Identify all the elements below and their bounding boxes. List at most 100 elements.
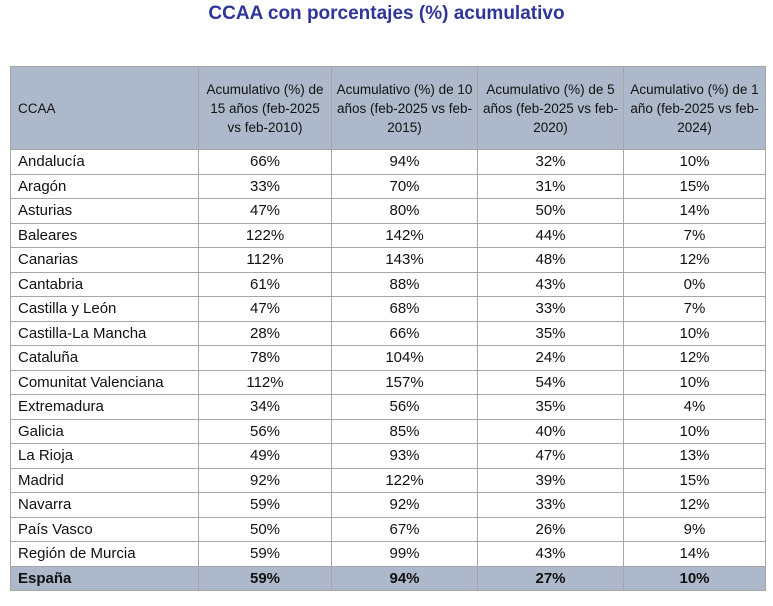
value-cell: 12% <box>623 492 766 518</box>
table-row: La Rioja 49% 93% 47% 13% <box>10 443 766 469</box>
value-cell: 10% <box>623 149 766 175</box>
value-cell: 112% <box>198 369 332 395</box>
value-cell: 99% <box>331 541 478 567</box>
region-cell: Comunitat Valenciana <box>10 369 199 395</box>
value-cell: 34% <box>198 394 332 420</box>
table-row: Extremadura 34% 56% 35% 4% <box>10 394 766 420</box>
value-cell: 68% <box>331 296 478 322</box>
value-cell: 47% <box>477 443 624 469</box>
region-cell: Aragón <box>10 173 199 199</box>
value-cell: 43% <box>477 541 624 567</box>
table-row: Castilla y León 47% 68% 33% 7% <box>10 296 766 322</box>
region-cell: Baleares <box>10 222 199 248</box>
region-cell: Galicia <box>10 418 199 444</box>
value-cell: 15% <box>623 467 766 493</box>
value-cell: 39% <box>477 467 624 493</box>
value-cell: 47% <box>198 296 332 322</box>
value-cell: 40% <box>477 418 624 444</box>
value-cell: 78% <box>198 345 332 371</box>
column-header: Acumulativo (%) de 1 año (feb-2025 vs fe… <box>623 66 766 150</box>
table-row: Navarra 59% 92% 33% 12% <box>10 492 766 518</box>
value-cell: 92% <box>331 492 478 518</box>
table-row: Andalucía 66% 94% 32% 10% <box>10 149 766 175</box>
value-cell: 35% <box>477 394 624 420</box>
value-cell: 94% <box>331 565 478 591</box>
value-cell: 56% <box>331 394 478 420</box>
value-cell: 85% <box>331 418 478 444</box>
value-cell: 10% <box>623 320 766 346</box>
region-cell: Madrid <box>10 467 199 493</box>
value-cell: 66% <box>198 149 332 175</box>
value-cell: 59% <box>198 565 332 591</box>
region-cell: Asturias <box>10 198 199 224</box>
value-cell: 47% <box>198 198 332 224</box>
header-row: CCAA Acumulativo (%) de 15 años (feb-2025… <box>10 66 766 150</box>
value-cell: 93% <box>331 443 478 469</box>
table-row: Galicia 56% 85% 40% 10% <box>10 418 766 444</box>
value-cell: 13% <box>623 443 766 469</box>
value-cell: 24% <box>477 345 624 371</box>
value-cell: 88% <box>331 271 478 297</box>
column-header: CCAA <box>10 66 199 150</box>
value-cell: 122% <box>198 222 332 248</box>
value-cell: 56% <box>198 418 332 444</box>
region-cell: España <box>10 565 199 591</box>
page-title: CCAA con porcentajes (%) acumulativo <box>208 3 565 24</box>
value-cell: 66% <box>331 320 478 346</box>
region-cell: Andalucía <box>10 149 199 175</box>
region-cell: La Rioja <box>10 443 199 469</box>
value-cell: 4% <box>623 394 766 420</box>
table-row: Baleares 122% 142% 44% 7% <box>10 222 766 248</box>
value-cell: 70% <box>331 173 478 199</box>
table-row: Cataluña 78% 104% 24% 12% <box>10 345 766 371</box>
value-cell: 7% <box>623 222 766 248</box>
ccaa-table: CCAA Acumulativo (%) de 15 años (feb-2025… <box>10 66 766 591</box>
value-cell: 31% <box>477 173 624 199</box>
table-row: Madrid 92% 122% 39% 15% <box>10 467 766 493</box>
value-cell: 59% <box>198 541 332 567</box>
region-cell: Canarias <box>10 247 199 273</box>
table-row: Canarias 112% 143% 48% 12% <box>10 247 766 273</box>
value-cell: 59% <box>198 492 332 518</box>
value-cell: 10% <box>623 418 766 444</box>
value-cell: 10% <box>623 369 766 395</box>
value-cell: 67% <box>331 516 478 542</box>
value-cell: 33% <box>198 173 332 199</box>
region-cell: Extremadura <box>10 394 199 420</box>
value-cell: 28% <box>198 320 332 346</box>
value-cell: 143% <box>331 247 478 273</box>
value-cell: 14% <box>623 541 766 567</box>
value-cell: 122% <box>331 467 478 493</box>
value-cell: 49% <box>198 443 332 469</box>
total-row: España 59% 94% 27% 10% <box>10 565 766 591</box>
value-cell: 61% <box>198 271 332 297</box>
value-cell: 142% <box>331 222 478 248</box>
region-cell: Navarra <box>10 492 199 518</box>
value-cell: 80% <box>331 198 478 224</box>
region-cell: País Vasco <box>10 516 199 542</box>
value-cell: 26% <box>477 516 624 542</box>
region-cell: Cantabria <box>10 271 199 297</box>
value-cell: 112% <box>198 247 332 273</box>
column-header: Acumulativo (%) de 15 años (feb-2025 vs … <box>198 66 332 150</box>
value-cell: 0% <box>623 271 766 297</box>
value-cell: 14% <box>623 198 766 224</box>
value-cell: 10% <box>623 565 766 591</box>
value-cell: 50% <box>477 198 624 224</box>
table-row: Comunitat Valenciana 112% 157% 54% 10% <box>10 369 766 395</box>
region-cell: Región de Murcia <box>10 541 199 567</box>
value-cell: 33% <box>477 492 624 518</box>
value-cell: 104% <box>331 345 478 371</box>
value-cell: 54% <box>477 369 624 395</box>
table-row: Cantabria 61% 88% 43% 0% <box>10 271 766 297</box>
value-cell: 32% <box>477 149 624 175</box>
value-cell: 7% <box>623 296 766 322</box>
value-cell: 9% <box>623 516 766 542</box>
value-cell: 33% <box>477 296 624 322</box>
value-cell: 27% <box>477 565 624 591</box>
table-row: Aragón 33% 70% 31% 15% <box>10 173 766 199</box>
column-header: Acumulativo (%) de 5 años (feb-2025 vs f… <box>477 66 624 150</box>
region-cell: Castilla y León <box>10 296 199 322</box>
value-cell: 50% <box>198 516 332 542</box>
table-row: Asturias 47% 80% 50% 14% <box>10 198 766 224</box>
